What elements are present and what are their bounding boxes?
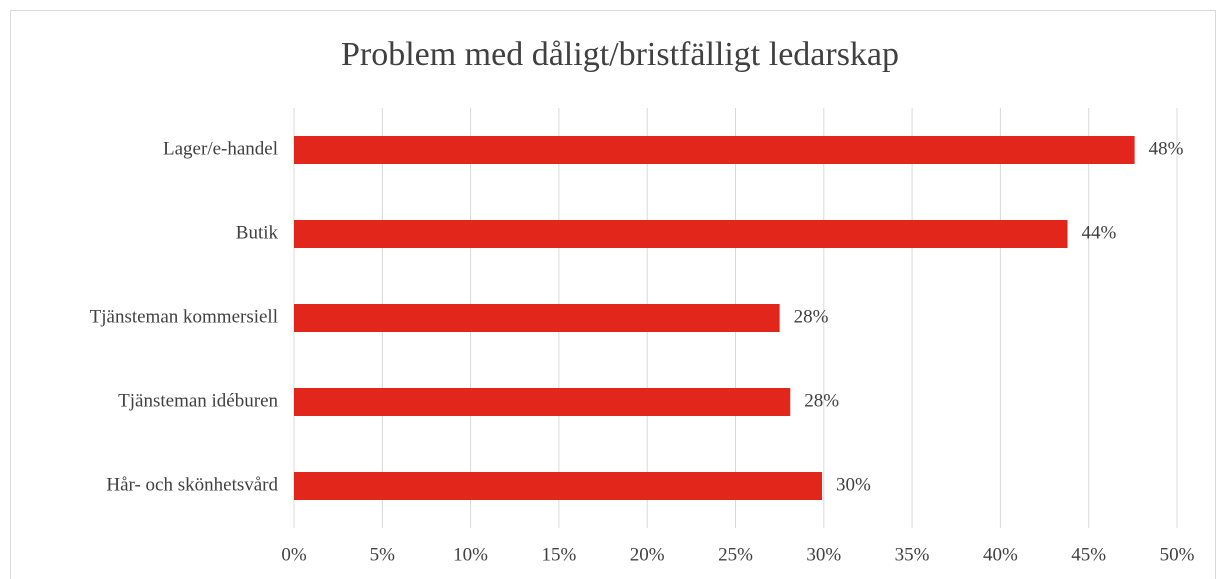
chart-title: Problem med dåligt/bristfälligt ledarska… xyxy=(341,36,899,73)
x-tick-label: 30% xyxy=(806,544,841,565)
data-label: 30% xyxy=(836,474,871,495)
x-tick-label: 5% xyxy=(370,544,396,565)
bar xyxy=(294,388,791,416)
data-label: 44% xyxy=(1082,222,1117,243)
chart-border xyxy=(10,10,1216,579)
x-tick-label: 45% xyxy=(1071,544,1106,565)
bar xyxy=(294,472,823,500)
y-tick-label: Lager/e-handel xyxy=(163,138,278,159)
x-tick-label: 35% xyxy=(895,544,930,565)
x-tick-label: 15% xyxy=(541,544,576,565)
data-label: 28% xyxy=(804,390,839,411)
x-tick-label: 20% xyxy=(630,544,665,565)
y-tick-label: Tjänsteman kommersiell xyxy=(90,306,278,327)
data-label: 48% xyxy=(1149,138,1184,159)
y-tick-label: Tjänsteman idéburen xyxy=(118,390,278,411)
x-tick-label: 50% xyxy=(1160,544,1195,565)
x-tick-label: 0% xyxy=(281,544,307,565)
bar xyxy=(294,304,780,332)
bar xyxy=(294,220,1068,248)
x-tick-label: 10% xyxy=(453,544,488,565)
bar xyxy=(294,136,1135,164)
x-tick-label: 25% xyxy=(718,544,753,565)
y-tick-label: Hår- och skönhetsvård xyxy=(106,474,278,495)
data-label: 28% xyxy=(794,306,829,327)
x-tick-label: 40% xyxy=(983,544,1018,565)
y-tick-label: Butik xyxy=(236,222,279,243)
